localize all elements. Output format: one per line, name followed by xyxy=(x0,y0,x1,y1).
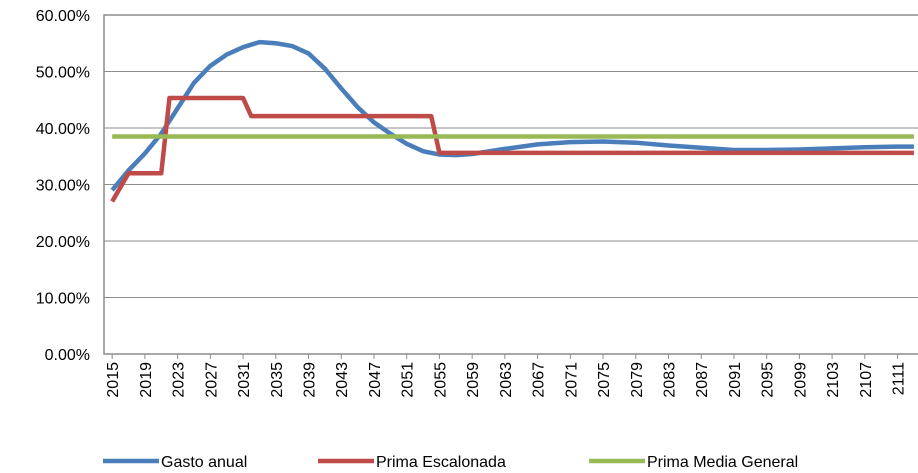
y-tick-label: 10.00% xyxy=(36,291,90,308)
x-tick-label: 2111 xyxy=(891,362,908,395)
x-tick-label: 2095 xyxy=(760,362,777,398)
x-tick-label: 2031 xyxy=(236,362,253,398)
series-line xyxy=(110,95,914,203)
x-tick-label: 2107 xyxy=(858,362,875,398)
y-tick-label: 40.00% xyxy=(36,121,90,138)
plot-border xyxy=(103,14,918,355)
y-tick-label: 20.00% xyxy=(36,234,90,251)
x-tick-label: 2099 xyxy=(792,362,809,398)
y-tick-label: 0.00% xyxy=(45,347,90,364)
x-tick-label: 2083 xyxy=(661,362,678,398)
x-tick-label: 2075 xyxy=(596,362,613,398)
x-tick-label: 2027 xyxy=(203,362,220,398)
y-tick-label: 60.00% xyxy=(36,8,90,25)
x-tick-label: 2019 xyxy=(138,362,155,398)
x-tick-label: 2051 xyxy=(400,362,417,398)
x-tick-label: 2043 xyxy=(334,362,351,398)
y-tick-label: 30.00% xyxy=(36,178,90,195)
x-tick-label: 2087 xyxy=(694,362,711,398)
x-tick-label: 2035 xyxy=(269,362,286,398)
x-tick-label: 2023 xyxy=(171,362,188,398)
x-tick-label: 2055 xyxy=(432,362,449,398)
x-tick-label: 2079 xyxy=(629,362,646,398)
x-tick-label: 2091 xyxy=(727,362,744,398)
series-line xyxy=(110,39,914,192)
x-tick-label: 2047 xyxy=(367,362,384,398)
legend-label: Prima Media General xyxy=(647,454,798,471)
y-tick-label: 50.00% xyxy=(36,65,90,82)
legend-label: Prima Escalonada xyxy=(376,454,506,471)
x-tick-label: 2015 xyxy=(105,362,122,398)
x-tick-label: 2071 xyxy=(563,362,580,398)
x-tick-label: 2067 xyxy=(531,362,548,398)
x-tick-label: 2039 xyxy=(302,362,319,398)
x-tick-label: 2063 xyxy=(498,362,515,398)
legend-label: Gasto anual xyxy=(161,454,247,471)
x-tick-label: 2059 xyxy=(465,362,482,398)
x-tick-label: 2103 xyxy=(825,362,842,398)
